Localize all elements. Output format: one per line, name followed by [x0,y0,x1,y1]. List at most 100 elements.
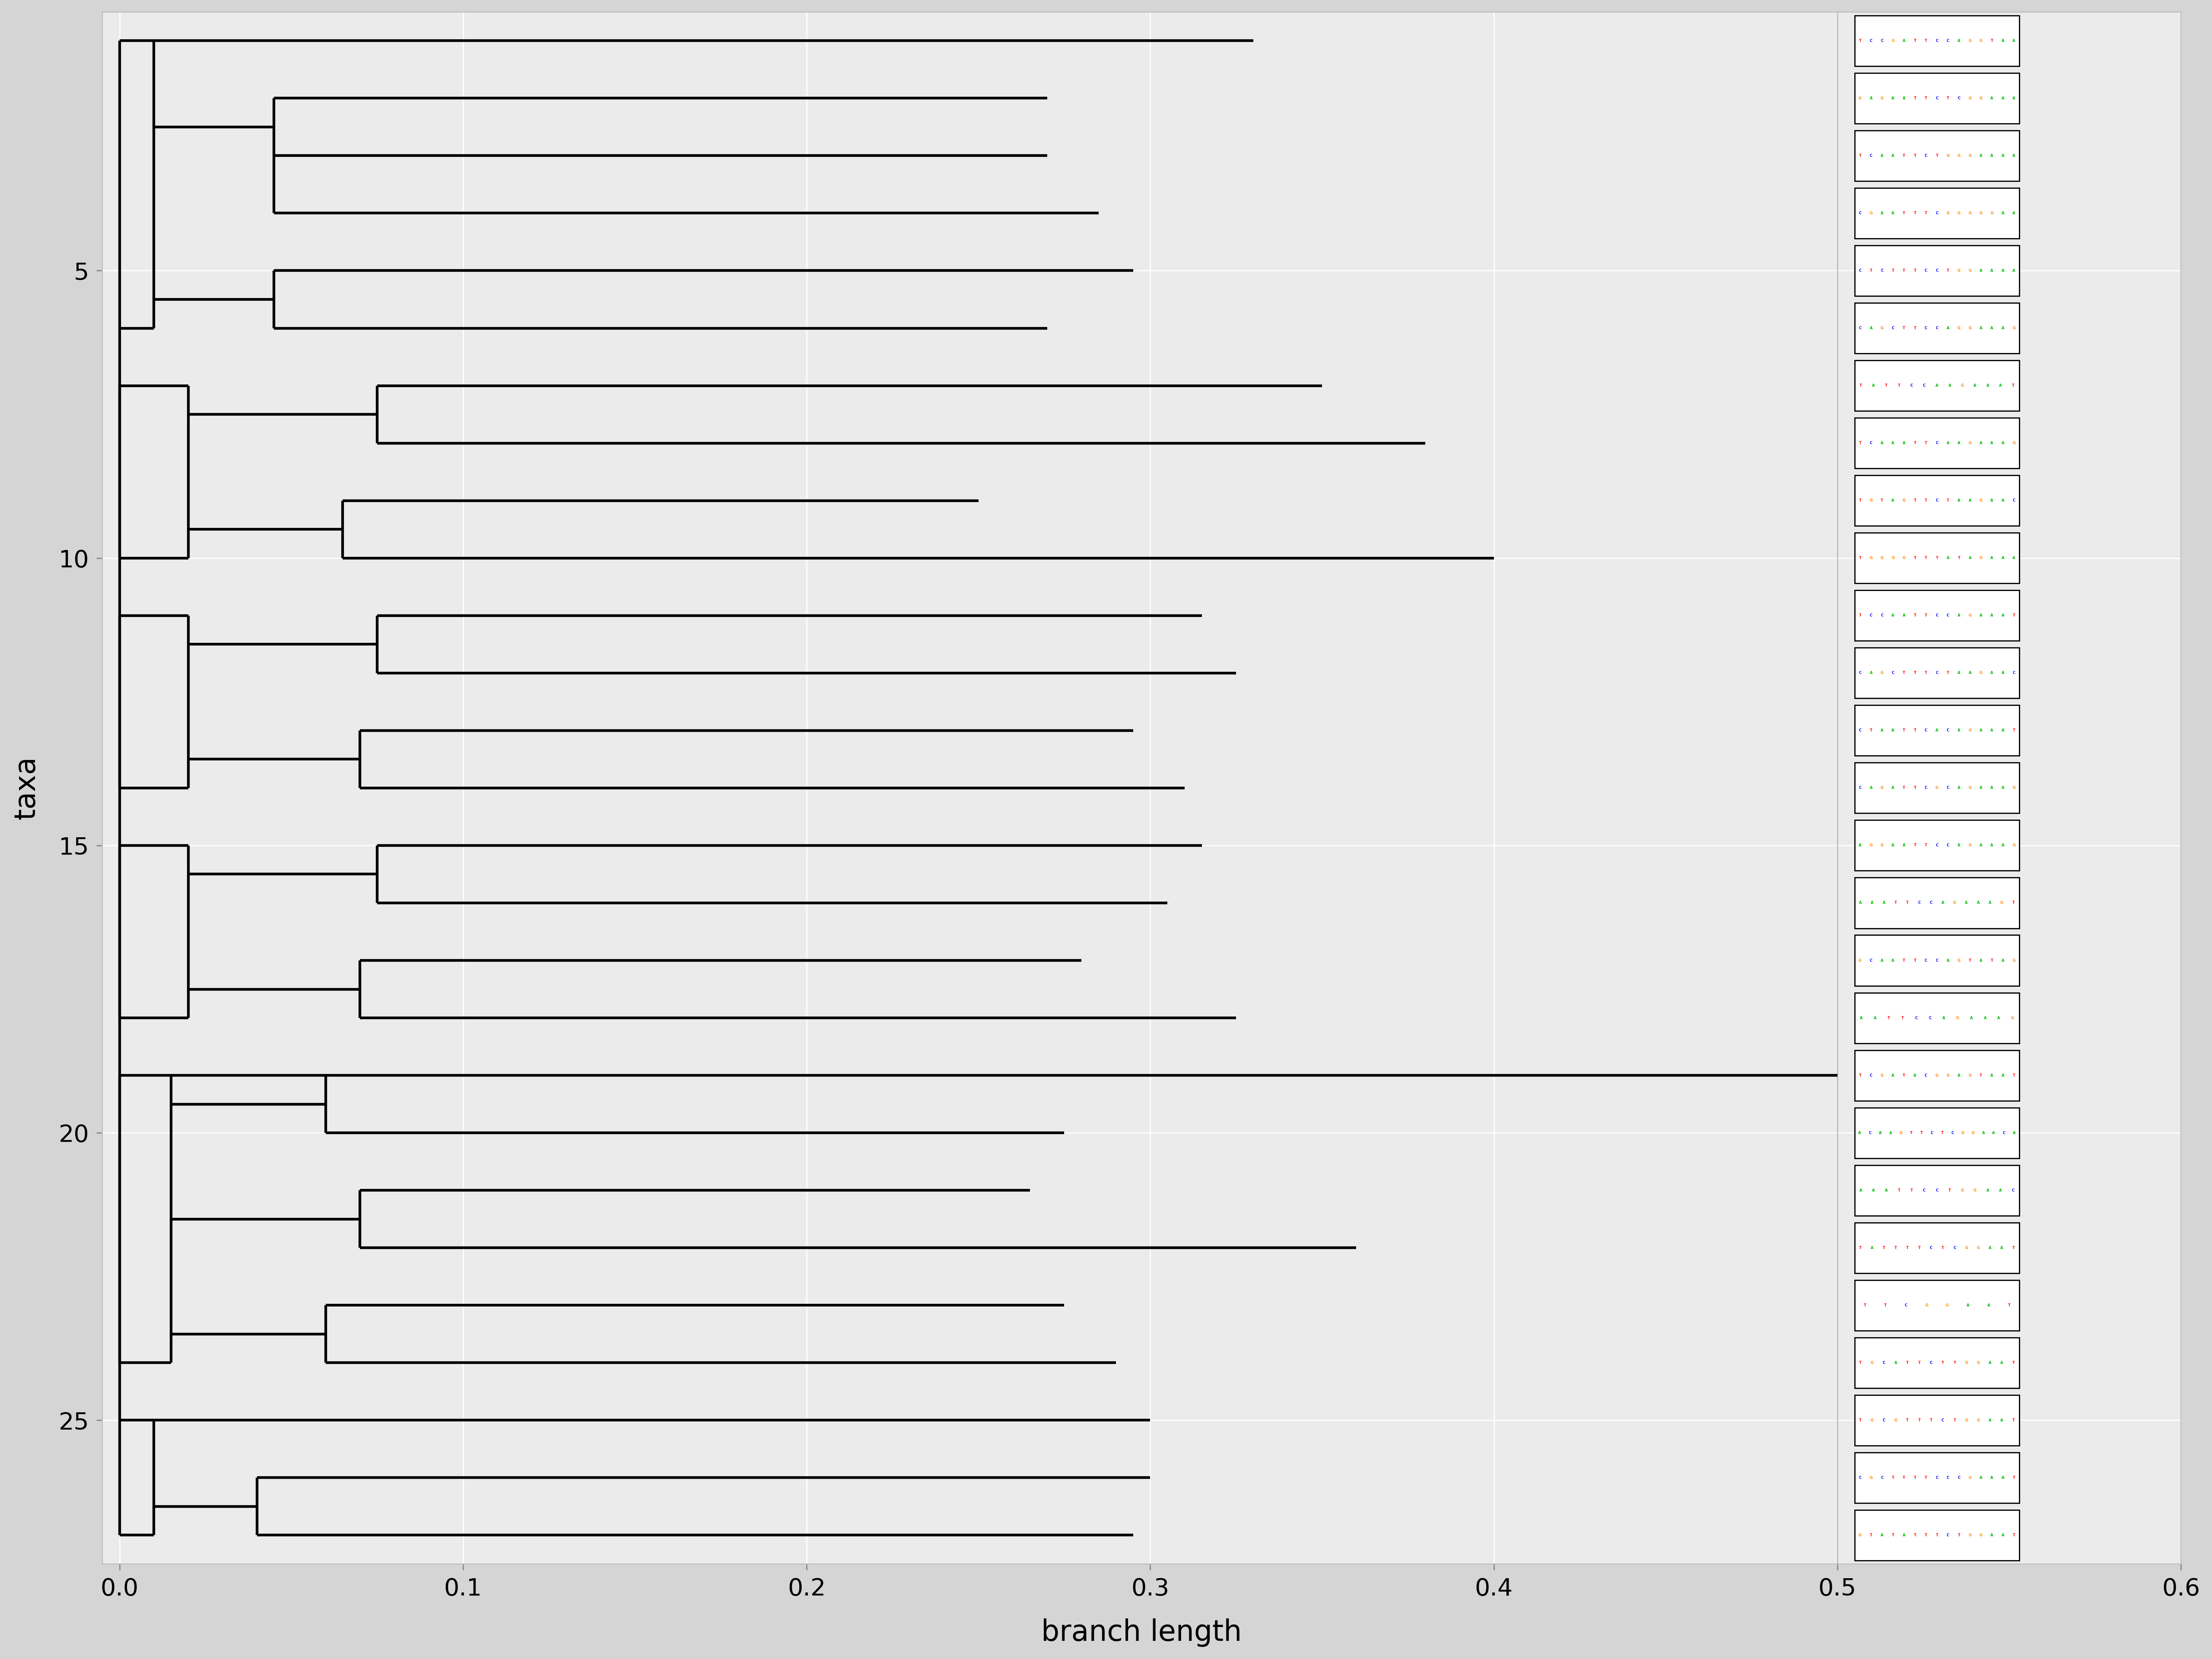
Text: G: G [1980,38,1982,43]
Text: G: G [1978,1246,1980,1249]
Text: A: A [2000,1360,2004,1365]
Text: T: T [1913,1533,1916,1538]
Text: G: G [1958,211,1960,216]
Text: C: C [1869,959,1871,962]
Text: T: T [1902,269,1905,272]
Text: T: T [2013,901,2015,904]
Text: C: C [1869,614,1871,617]
Text: A: A [1969,672,1971,675]
Text: T: T [1887,1015,1891,1020]
Text: A: A [1891,959,1893,962]
Text: G: G [1969,1477,1971,1480]
Text: A: A [1991,556,1993,561]
Text: G: G [2011,1015,2015,1020]
Text: G: G [2013,327,2015,330]
Text: G: G [1869,556,1874,561]
Text: C: C [1891,327,1893,330]
Text: T: T [1924,843,1927,848]
Text: A: A [1880,959,1882,962]
Text: A: A [1891,843,1893,848]
Text: A: A [1958,728,1960,732]
Text: A: A [1991,728,1993,732]
Text: G: G [1947,154,1949,158]
Text: T: T [1958,556,1960,561]
Text: A: A [1980,728,1982,732]
Text: G: G [1858,1533,1863,1538]
Text: A: A [1891,728,1893,732]
Text: A: A [2013,211,2015,216]
Text: G: G [1962,1131,1964,1135]
Text: G: G [2000,901,2004,904]
Text: T: T [1924,441,1927,445]
Text: T: T [1924,211,1927,216]
Text: A: A [1958,614,1960,617]
Text: G: G [1955,1015,1960,1020]
Text: A: A [2013,38,2015,43]
Bar [1854,533,2020,584]
Text: G: G [1980,1533,1982,1538]
Text: T: T [1858,499,1860,503]
Text: C: C [2011,1188,2015,1193]
Bar [1854,246,2020,295]
Text: A: A [1969,499,1971,503]
Text: A: A [1936,728,1938,732]
Text: C: C [1905,1304,1907,1307]
Text: G: G [1969,1533,1971,1538]
Text: A: A [1869,96,1871,100]
Text: A: A [2002,672,2004,675]
Text: A: A [1973,383,1978,388]
Text: G: G [1969,614,1971,617]
Text: G: G [1969,728,1971,732]
Text: C: C [1924,269,1927,272]
Text: A: A [1989,1360,1991,1365]
Text: A: A [1991,1477,1993,1480]
Text: A: A [2002,269,2004,272]
Text: T: T [1869,728,1871,732]
Bar [1854,992,2020,1044]
Text: C: C [1924,728,1927,732]
Text: C: C [2013,672,2015,675]
Text: T: T [1913,843,1916,848]
Text: A: A [2002,441,2004,445]
Text: G: G [1869,843,1874,848]
Text: T: T [1958,1533,1960,1538]
Text: G: G [1969,327,1971,330]
Text: A: A [1947,959,1949,962]
Text: T: T [1863,1304,1867,1307]
Bar [1854,1452,2020,1503]
Text: T: T [1924,1533,1927,1538]
Text: T: T [1902,728,1905,732]
Bar [1854,763,2020,813]
Text: T: T [1885,383,1887,388]
Text: T: T [1991,959,1993,962]
Text: C: C [1929,1246,1933,1249]
Text: A: A [1991,843,1993,848]
Bar [1854,360,2020,411]
Text: T: T [1885,1304,1887,1307]
Text: T: T [2013,1477,2015,1480]
Text: A: A [2002,1533,2004,1538]
Text: A: A [1880,154,1882,158]
Text: T: T [2013,1246,2015,1249]
Text: G: G [1964,1360,1969,1365]
Bar [1854,73,2020,123]
Text: T: T [1949,1188,1951,1193]
Text: T: T [1902,786,1905,790]
Text: A: A [1991,786,1993,790]
Text: G: G [2013,441,2015,445]
Text: A: A [1902,614,1905,617]
Text: T: T [1902,1073,1905,1077]
Text: G: G [1869,1477,1874,1480]
Text: G: G [1960,383,1964,388]
Text: T: T [1913,154,1916,158]
Text: A: A [1986,1304,1991,1307]
Text: T: T [1942,1246,1944,1249]
Text: A: A [1860,1188,1863,1193]
Text: A: A [1891,96,1893,100]
Text: C: C [1951,1131,1953,1135]
Text: G: G [1964,1246,1969,1249]
Text: T: T [1858,441,1860,445]
Text: A: A [1991,96,1993,100]
Text: G: G [1960,1188,1964,1193]
Text: A: A [1958,38,1960,43]
